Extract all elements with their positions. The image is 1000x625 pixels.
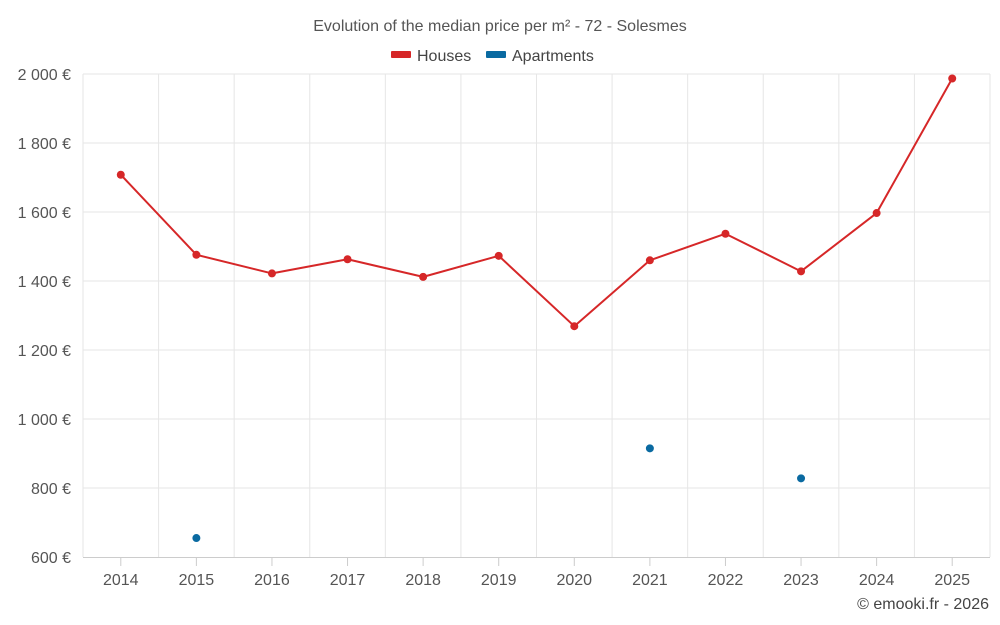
chart-title: Evolution of the median price per m² - 7… [313, 18, 687, 35]
series-line-houses [120, 77, 954, 328]
data-point-houses-2015[interactable] [192, 250, 201, 259]
x-axis: 2014 2015 2016 2017 2018 2019 2020 2021 2022 2023… [83, 557, 990, 589]
series-houses [116, 74, 957, 331]
y-tick-label: 1 000 € [18, 412, 71, 429]
y-axis: 600 € 800 € 1 000 € 1 200 € 1 400 € 1 600 € 1 … [18, 67, 71, 567]
data-point-houses-2023[interactable] [797, 267, 806, 276]
legend-label-houses: Houses [417, 48, 471, 65]
data-point-houses-2024[interactable] [872, 209, 881, 218]
series-apartments [192, 444, 806, 543]
y-tick-label: 1 600 € [18, 205, 71, 222]
x-tick-label: 2023 [783, 572, 819, 589]
x-tick-label: 2021 [632, 572, 668, 589]
credit-text: © emooki.fr - 2026 [857, 596, 989, 613]
x-tick-label: 2016 [254, 572, 290, 589]
grid [82, 73, 991, 557]
series-layer [116, 74, 957, 543]
y-tick-label: 1 200 € [18, 343, 71, 360]
x-tick-label: 2025 [934, 572, 970, 589]
data-point-apartments-2021[interactable] [645, 444, 654, 453]
data-point-houses-2014[interactable] [116, 170, 125, 179]
x-tick-label: 2020 [556, 572, 592, 589]
data-point-houses-2021[interactable] [645, 256, 654, 265]
x-tick-label: 2015 [179, 572, 215, 589]
data-point-apartments-2015[interactable] [192, 534, 201, 543]
data-point-houses-2019[interactable] [494, 251, 503, 260]
y-tick-label: 800 € [31, 481, 71, 498]
y-tick-label: 2 000 € [18, 67, 71, 84]
legend-swatch-houses [391, 51, 411, 58]
data-point-houses-2016[interactable] [267, 269, 276, 278]
data-point-houses-2018[interactable] [419, 272, 428, 281]
data-point-houses-2017[interactable] [343, 255, 352, 264]
x-tick-label: 2014 [103, 572, 139, 589]
y-tick-label: 1 400 € [18, 274, 71, 291]
legend-swatch-apartments [486, 51, 506, 58]
x-tick-label: 2019 [481, 572, 517, 589]
x-tick-label: 2024 [859, 572, 895, 589]
y-tick-label: 1 800 € [18, 136, 71, 153]
x-tick-label: 2017 [330, 572, 366, 589]
legend-item-houses[interactable]: Houses [391, 48, 471, 65]
x-tick-label: 2022 [708, 572, 744, 589]
data-point-apartments-2023[interactable] [797, 474, 806, 483]
data-point-houses-2020[interactable] [570, 322, 579, 331]
data-point-houses-2025[interactable] [948, 74, 957, 83]
x-tick-label: 2018 [405, 572, 441, 589]
legend-label-apartments: Apartments [512, 48, 594, 65]
y-tick-label: 600 € [31, 550, 71, 567]
legend-item-apartments[interactable]: Apartments [486, 48, 594, 65]
data-point-houses-2022[interactable] [721, 229, 730, 238]
legend: Houses Apartments [391, 48, 594, 65]
